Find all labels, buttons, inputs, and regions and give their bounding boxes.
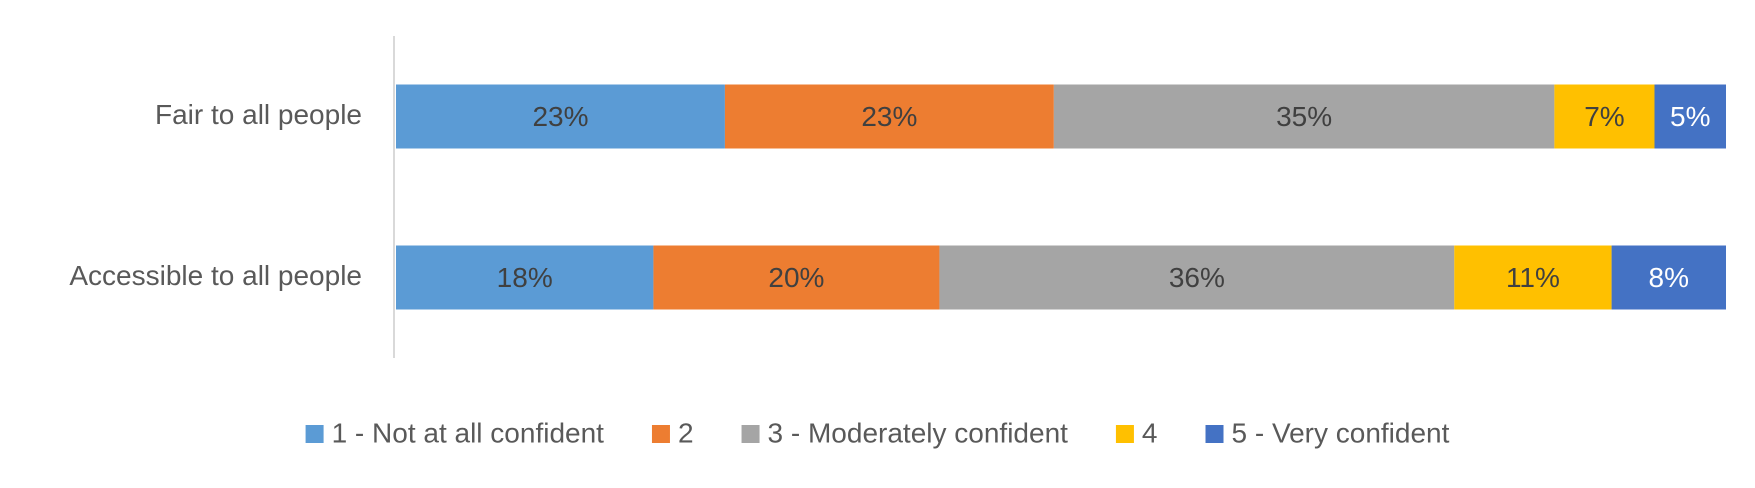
data-label: 8% [1649, 262, 1689, 293]
bar-segment [1611, 245, 1726, 310]
data-label: 23% [861, 101, 917, 132]
data-label: 23% [532, 101, 588, 132]
legend-label: 4 [1142, 417, 1158, 448]
legend-swatch [1205, 425, 1224, 443]
legend-swatch [305, 425, 324, 443]
bar-segment [939, 245, 1455, 310]
legend-label: 3 - Moderately confident [768, 417, 1069, 448]
data-label: 36% [1169, 262, 1225, 293]
legend-label: 5 - Very confident [1232, 417, 1450, 448]
bar-segment [724, 84, 1054, 149]
legend-label: 2 [678, 417, 694, 448]
data-label: 7% [1584, 101, 1624, 132]
data-label: 18% [497, 262, 553, 293]
bar-segment [396, 84, 725, 149]
bar-segment [396, 245, 654, 310]
data-label: 5% [1670, 101, 1710, 132]
bar-segment [1554, 84, 1655, 149]
bar-segment [1454, 245, 1612, 310]
legend: 1 - Not at all confident 2 3 - Moderately … [305, 417, 1450, 448]
legend-swatch [651, 425, 670, 443]
legend-swatch [1115, 425, 1134, 443]
data-label: 35% [1276, 101, 1332, 132]
legend-label: 1 - Not at all confident [332, 417, 605, 448]
data-label: 11% [1506, 262, 1560, 293]
legend-swatch [741, 425, 760, 443]
category-label: Accessible to all people [69, 260, 362, 291]
bar-segment [653, 245, 940, 310]
bar-segment [1053, 84, 1555, 149]
bar-segment [1654, 84, 1726, 149]
category-label: Fair to all people [155, 99, 362, 130]
data-label: 20% [768, 262, 824, 293]
